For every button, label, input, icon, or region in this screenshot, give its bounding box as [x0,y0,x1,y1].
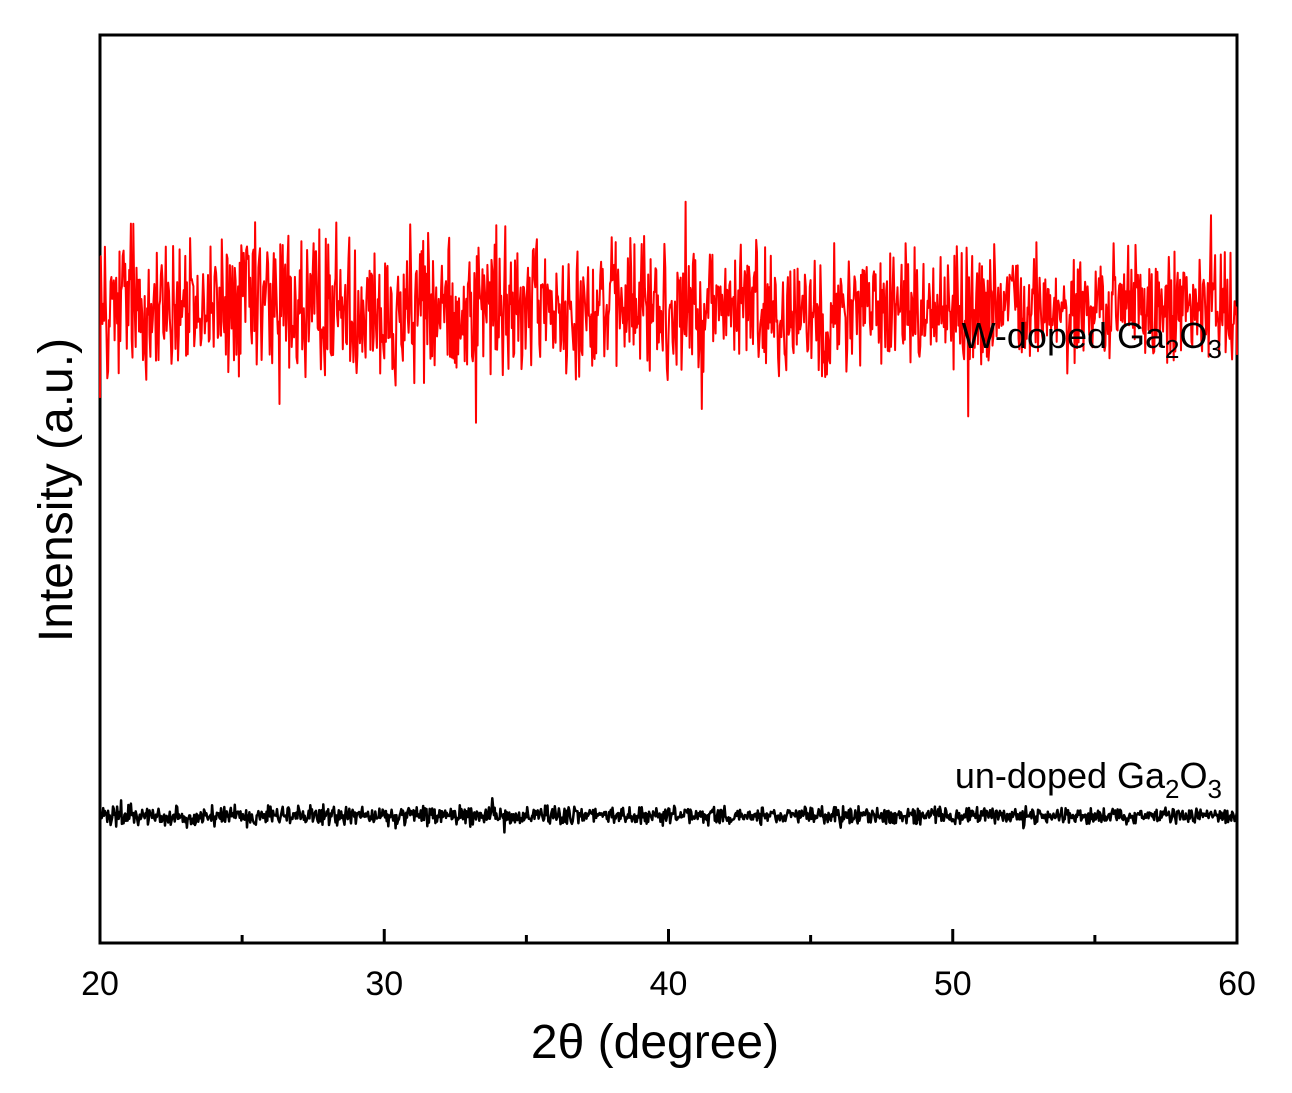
y-axis-title: Intensity (a.u.) [30,338,83,642]
x-tick-label-50: 50 [934,965,972,1003]
series-label-un-doped: un-doped Ga2O3 [955,755,1222,804]
x-axis-title: 2θ (degree) [531,1016,779,1069]
series-line-un-doped [98,796,1239,834]
series-layer [98,200,1239,834]
x-tick-label-30: 30 [365,965,403,1003]
x-tick-label-20: 20 [81,965,119,1003]
series-line-w-doped [99,200,1238,424]
x-tick-label-60: 60 [1218,965,1256,1003]
x-tick-label-40: 40 [650,965,688,1003]
series-label-w-doped: W-doped Ga2O3 [962,315,1222,364]
ticks-layer: 20 30 40 50 60 [81,929,1256,1003]
